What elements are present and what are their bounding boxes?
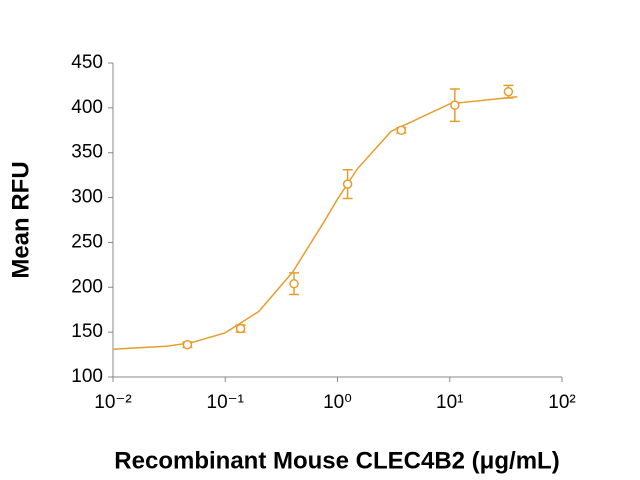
data-point	[503, 86, 514, 97]
y-tick-label: 250	[71, 231, 103, 252]
y-tick-label: 300	[71, 187, 103, 208]
data-point	[342, 179, 353, 189]
x-tick-label: 10²	[548, 392, 575, 413]
x-axis-label: Recombinant Mouse CLEC4B2 (μg/mL)	[114, 447, 559, 474]
data-point	[396, 125, 407, 136]
y-axis-label: Mean RFU	[7, 161, 34, 278]
x-tick-label: 10⁻²	[94, 392, 132, 413]
data-point	[182, 339, 193, 350]
x-tick-label: 10¹	[436, 392, 463, 413]
fit-curve	[112, 95, 518, 350]
y-tick-label: 100	[71, 366, 103, 387]
y-tick-label: 150	[71, 321, 103, 342]
y-tick-label: 350	[71, 142, 103, 163]
data-point	[235, 323, 246, 334]
y-tick-label: 450	[71, 52, 103, 73]
x-tick-label: 10⁻¹	[207, 392, 245, 413]
data-point	[289, 278, 299, 289]
data-point	[450, 100, 460, 110]
y-tick-label: 400	[71, 97, 103, 118]
y-tick-label: 200	[71, 276, 103, 297]
x-tick-label: 10⁰	[323, 392, 352, 413]
